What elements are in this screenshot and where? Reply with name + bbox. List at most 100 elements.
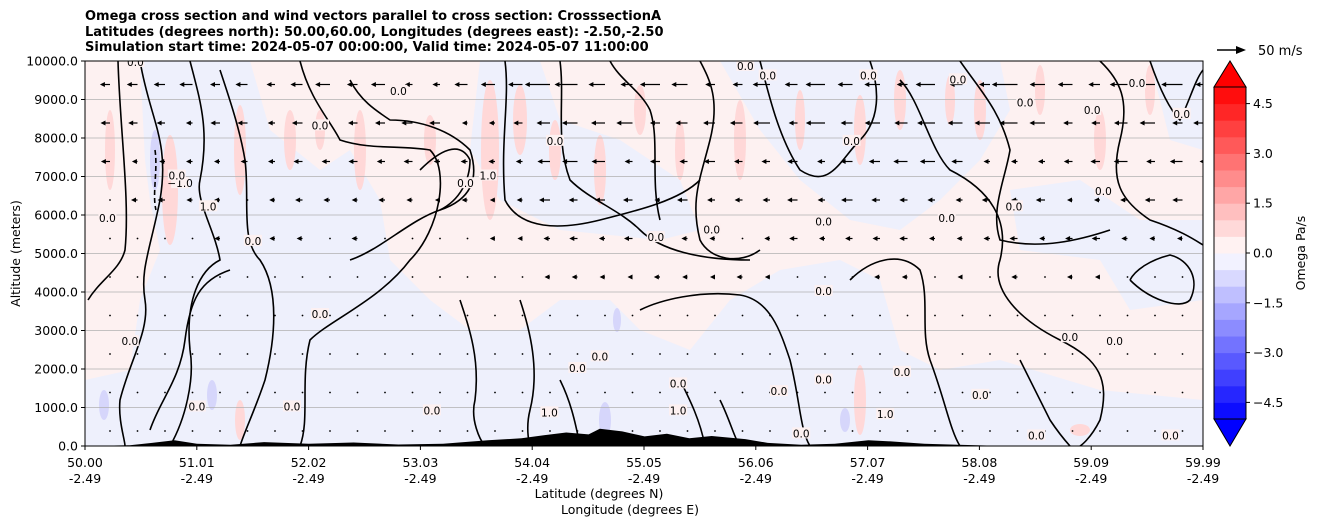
wind-vector — [769, 314, 771, 317]
wind-vector — [219, 276, 221, 278]
contour-label: 0.0 — [1084, 105, 1101, 117]
contour-label: 0.0 — [1106, 336, 1123, 348]
contour-label: 0.0 — [860, 70, 877, 82]
contour-label-background — [758, 69, 777, 81]
x-tick-label-lon: -2.49 — [1075, 471, 1107, 486]
wind-vector-head — [917, 120, 923, 126]
omega-blob — [162, 135, 178, 245]
y-tick-label: 6000.0 — [34, 208, 78, 223]
wind-vector — [934, 353, 936, 355]
omega-blob — [549, 120, 561, 180]
wind-vector-head — [840, 159, 846, 164]
wind-vector — [466, 391, 469, 394]
wind-vector — [494, 276, 496, 278]
wind-vector — [1209, 315, 1211, 317]
contour-label: 0.0 — [1017, 97, 1034, 109]
wind-vector — [851, 353, 854, 355]
wind-vector — [136, 430, 139, 432]
colorbar-band — [1214, 186, 1246, 204]
contour-label: 0.0 — [168, 171, 185, 183]
contour-label-background — [456, 177, 475, 189]
wind-vector-head — [753, 120, 759, 126]
wind-vector — [164, 391, 166, 394]
contour-label-background — [1004, 200, 1023, 212]
contour-label: 1.0 — [480, 171, 497, 183]
colorbar-band — [1214, 103, 1246, 121]
wind-vector — [356, 314, 359, 317]
contour-label-background — [948, 73, 967, 85]
wind-vector — [906, 391, 909, 394]
wind-vector-head — [131, 197, 136, 203]
wind-vector-head — [351, 236, 357, 241]
wind-vector — [1071, 430, 1074, 432]
wind-vector-head — [991, 82, 997, 87]
wind-vector-head — [819, 236, 824, 241]
contour-label: 0.0 — [843, 136, 860, 148]
wind-vector — [686, 430, 689, 432]
wind-vector-head — [787, 197, 793, 203]
contour-labels: −1.0 1.0 1.0 0.0 0.0 0.0 0.0 0.0 0.0 0.0 0.0 0.0 0.0… — [98, 57, 1191, 442]
terrain-silhouette — [85, 428, 1203, 446]
wind-vector-head — [323, 197, 329, 203]
wind-vector-head — [513, 120, 519, 126]
contour-line — [849, 258, 961, 446]
contour-label-background — [187, 400, 206, 412]
wind-vector-head — [128, 120, 134, 126]
omega-blob — [945, 75, 955, 125]
contour-label: 0.0 — [390, 86, 407, 98]
wind-vector-head — [1146, 159, 1152, 164]
wind-vector — [246, 430, 249, 432]
wind-vector — [301, 314, 304, 317]
wind-vector-head — [1144, 197, 1150, 203]
wind-vector — [246, 353, 249, 355]
wind-vector — [796, 353, 799, 355]
contour-label-background — [590, 350, 609, 362]
wind-vector-head — [620, 82, 626, 87]
wind-vector — [1071, 314, 1074, 317]
wind-vector-head — [346, 82, 352, 87]
x-tick-label-lat: 54.04 — [514, 455, 550, 470]
wind-vector-head — [729, 120, 735, 126]
contour-label: 0.0 — [127, 57, 144, 69]
wind-vector-head — [153, 82, 159, 87]
wind-vector-head — [915, 82, 921, 87]
colorbar-band — [1214, 369, 1246, 387]
contour-label-background — [1083, 104, 1102, 116]
contour-label-background — [167, 169, 186, 181]
wind-vector-head — [787, 159, 793, 164]
contour-label-background — [422, 404, 441, 416]
wind-vector — [136, 237, 139, 240]
colorbar-tick-label: 1.5 — [1253, 196, 1273, 211]
wind-vector — [356, 430, 359, 432]
wind-vector-head — [653, 274, 659, 280]
contour-line — [959, 61, 1111, 245]
wind-vector — [1071, 353, 1074, 355]
wind-vector-head — [624, 236, 629, 241]
contour-line — [759, 61, 878, 178]
wind-vector-head — [709, 236, 715, 241]
contour-line — [419, 148, 471, 211]
wind-vector-head — [999, 120, 1005, 126]
contour-line — [559, 61, 751, 261]
contour-label: 0.0 — [771, 386, 788, 398]
wind-vector — [411, 353, 414, 355]
contour-label-background — [814, 285, 833, 296]
wind-vector — [109, 314, 111, 317]
wind-vector — [329, 430, 331, 432]
wind-vector — [686, 314, 689, 317]
omega-blob — [1145, 65, 1155, 115]
wind-vector — [604, 314, 606, 317]
wind-vector — [1099, 430, 1101, 432]
wind-vector-head — [899, 236, 905, 241]
wind-vector — [164, 237, 166, 240]
wind-vector — [329, 237, 331, 240]
wind-vector-head — [268, 159, 273, 164]
colorbar-band — [1214, 352, 1246, 370]
wind-vector-head — [1195, 82, 1201, 87]
wind-vector-head — [734, 159, 739, 164]
wind-vector-head — [805, 82, 811, 87]
wind-vector — [906, 430, 909, 432]
wind-vector — [989, 430, 991, 432]
wind-vector — [824, 314, 826, 317]
